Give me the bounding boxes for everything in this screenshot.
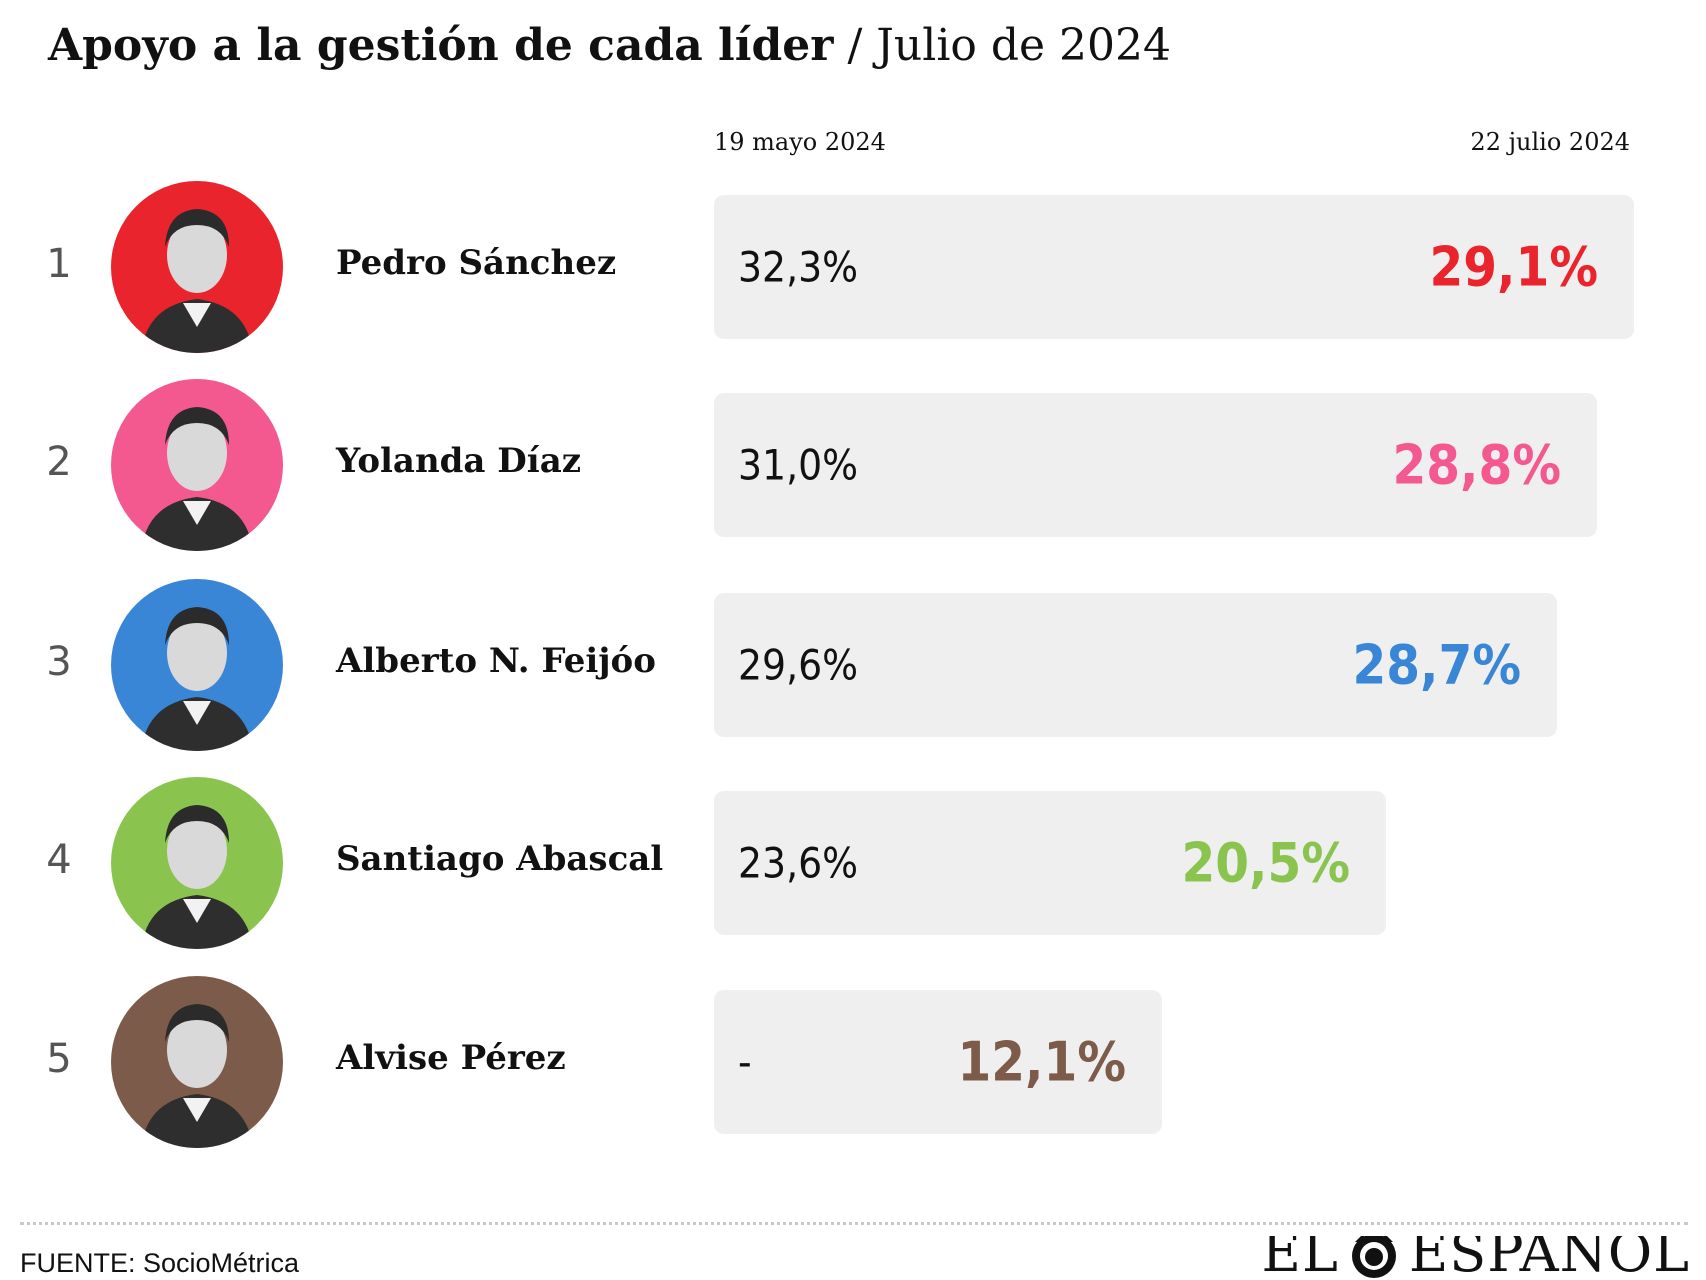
person-portrait-icon <box>141 805 253 949</box>
column-label-end: 22 julio 2024 <box>1470 128 1630 156</box>
leader-name: Alberto N. Feijóo <box>336 641 656 681</box>
rank-number: 5 <box>46 1036 72 1082</box>
value-july: 12,1% <box>957 1030 1126 1094</box>
person-portrait-icon <box>141 1004 253 1148</box>
value-july: 28,8% <box>1392 433 1561 497</box>
value-may: 29,6% <box>738 640 859 690</box>
avatar-santiago-abascal <box>111 777 283 949</box>
support-bar: 31,0% 28,8% <box>714 393 1597 537</box>
subtitle-text: Julio de 2024 <box>876 20 1172 71</box>
avatar-pedro-sanchez <box>111 181 283 353</box>
support-bar: - 12,1% <box>714 990 1162 1134</box>
chart-title: Apoyo a la gestión de cada líder / Julio… <box>48 14 1171 78</box>
el-espanol-logo: EL ESPAÑOL <box>1262 1236 1690 1280</box>
title-text: Apoyo a la gestión de cada líder <box>48 20 834 71</box>
value-may: 23,6% <box>738 838 859 888</box>
rank-number: 2 <box>46 439 72 485</box>
logo-text-right: ESPAÑOL <box>1408 1236 1690 1280</box>
value-july: 28,7% <box>1352 633 1521 697</box>
rank-number: 1 <box>46 241 72 287</box>
avatar-alberto-feijoo <box>111 579 283 751</box>
avatar-alvise-perez <box>111 976 283 1148</box>
support-bar: 23,6% 20,5% <box>714 791 1386 935</box>
support-bar: 29,6% 28,7% <box>714 593 1557 737</box>
lion-emblem-icon <box>1351 1236 1396 1278</box>
logo-text-left: EL <box>1261 1236 1339 1280</box>
title-separator: / <box>847 20 863 71</box>
rank-number: 3 <box>46 639 72 685</box>
leader-name: Pedro Sánchez <box>336 243 617 283</box>
rank-number: 4 <box>46 837 72 883</box>
value-may: 31,0% <box>738 440 859 490</box>
source-note: FUENTE: SocioMétrica <box>20 1248 300 1278</box>
value-july: 29,1% <box>1429 235 1598 299</box>
value-may: - <box>738 1037 752 1087</box>
leader-name: Yolanda Díaz <box>336 441 582 481</box>
column-label-start: 19 mayo 2024 <box>714 128 886 156</box>
value-may: 32,3% <box>738 242 859 292</box>
person-portrait-icon <box>141 607 253 751</box>
avatar-yolanda-diaz <box>111 379 283 551</box>
person-portrait-icon <box>141 407 253 551</box>
leader-name: Alvise Pérez <box>336 1038 566 1078</box>
value-july: 20,5% <box>1181 831 1350 895</box>
support-bar: 32,3% 29,1% <box>714 195 1634 339</box>
leader-name: Santiago Abascal <box>336 839 664 879</box>
footer-divider <box>20 1222 1688 1225</box>
person-portrait-icon <box>141 209 253 353</box>
